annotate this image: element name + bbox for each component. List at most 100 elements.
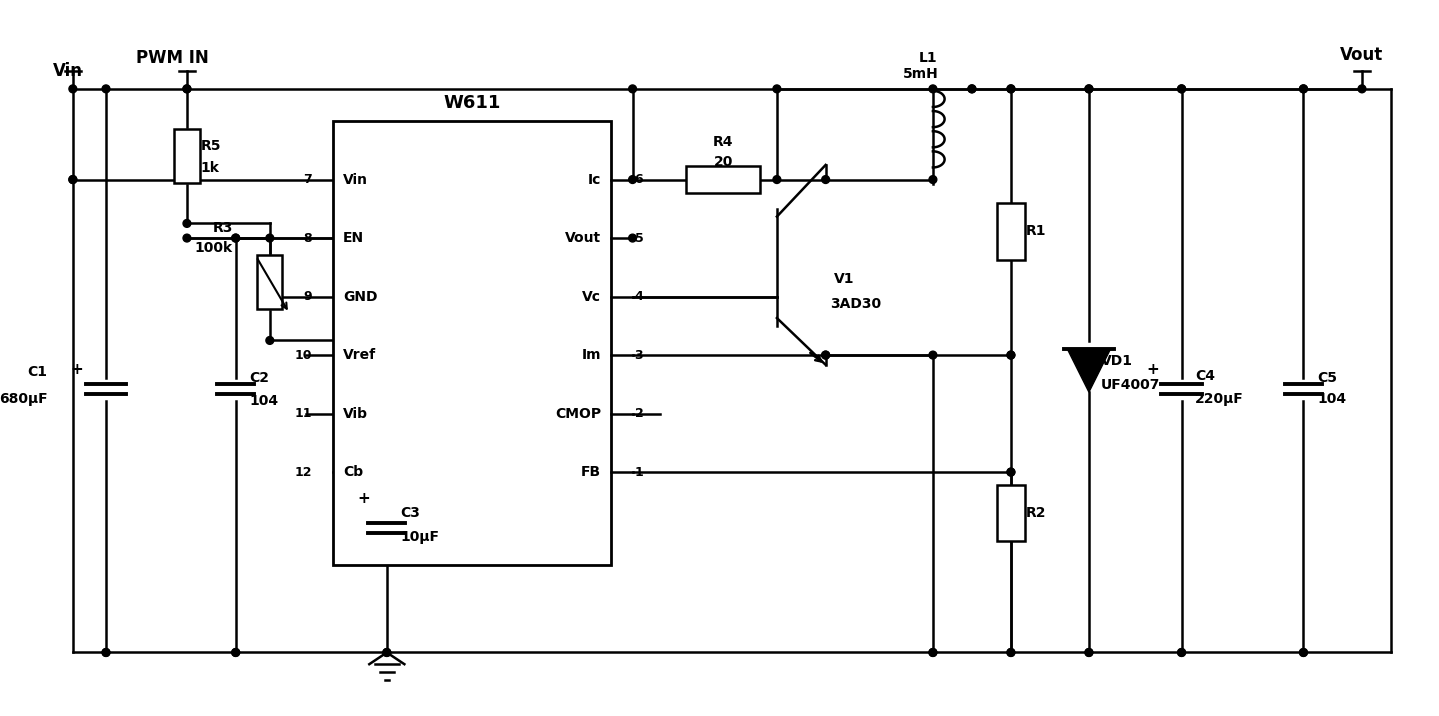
Text: 10μF: 10μF bbox=[400, 531, 439, 544]
Text: 9: 9 bbox=[304, 290, 312, 303]
Circle shape bbox=[629, 175, 636, 183]
Text: 220μF: 220μF bbox=[1196, 392, 1243, 406]
Circle shape bbox=[1177, 85, 1186, 93]
Text: C3: C3 bbox=[400, 506, 420, 520]
Circle shape bbox=[232, 234, 239, 242]
Bar bbox=[997, 485, 1025, 541]
Bar bbox=[174, 129, 200, 183]
Text: 12: 12 bbox=[294, 465, 312, 478]
Text: Vref: Vref bbox=[342, 348, 376, 362]
Circle shape bbox=[183, 85, 191, 93]
Circle shape bbox=[822, 351, 829, 359]
Circle shape bbox=[383, 649, 391, 657]
Circle shape bbox=[1177, 85, 1186, 93]
Text: 1: 1 bbox=[635, 465, 643, 478]
Circle shape bbox=[968, 85, 976, 93]
Circle shape bbox=[1085, 85, 1092, 93]
Circle shape bbox=[629, 85, 636, 93]
Text: 11: 11 bbox=[294, 407, 312, 420]
Circle shape bbox=[822, 175, 829, 183]
Text: Cb: Cb bbox=[342, 465, 363, 479]
Text: EN: EN bbox=[342, 231, 364, 245]
Text: +: + bbox=[357, 491, 370, 506]
Circle shape bbox=[1007, 468, 1014, 476]
Text: R2: R2 bbox=[1026, 506, 1046, 520]
Text: 3AD30: 3AD30 bbox=[830, 297, 882, 311]
Text: Im: Im bbox=[581, 348, 602, 362]
Text: 100k: 100k bbox=[194, 241, 233, 255]
Circle shape bbox=[266, 234, 273, 242]
Circle shape bbox=[1358, 85, 1366, 93]
Circle shape bbox=[102, 649, 109, 657]
Text: C4: C4 bbox=[1196, 369, 1215, 382]
Text: Vout: Vout bbox=[1340, 46, 1383, 64]
Circle shape bbox=[629, 234, 636, 242]
Text: VD1: VD1 bbox=[1101, 354, 1132, 368]
Circle shape bbox=[232, 649, 239, 657]
Bar bbox=[686, 166, 760, 193]
Circle shape bbox=[266, 337, 273, 344]
Text: GND: GND bbox=[342, 289, 377, 304]
Text: 8: 8 bbox=[304, 231, 312, 245]
Text: R5: R5 bbox=[200, 140, 222, 153]
Circle shape bbox=[383, 649, 391, 657]
Circle shape bbox=[930, 85, 937, 93]
Circle shape bbox=[773, 175, 781, 183]
Circle shape bbox=[69, 175, 76, 183]
Text: 680μF: 680μF bbox=[0, 392, 47, 406]
Circle shape bbox=[69, 175, 76, 183]
Text: 20: 20 bbox=[714, 155, 732, 169]
Circle shape bbox=[1299, 649, 1308, 657]
Circle shape bbox=[1007, 649, 1014, 657]
Text: 5: 5 bbox=[635, 231, 643, 245]
Polygon shape bbox=[1068, 349, 1111, 392]
Circle shape bbox=[773, 85, 781, 93]
Text: R4: R4 bbox=[712, 135, 734, 150]
Circle shape bbox=[930, 649, 937, 657]
Circle shape bbox=[1085, 649, 1092, 657]
Circle shape bbox=[1007, 351, 1014, 359]
Circle shape bbox=[1085, 649, 1092, 657]
Text: UF4007: UF4007 bbox=[1101, 378, 1160, 392]
Circle shape bbox=[232, 649, 239, 657]
Circle shape bbox=[1007, 85, 1014, 93]
Bar bbox=[334, 121, 612, 565]
Circle shape bbox=[183, 85, 191, 93]
Text: PWM IN: PWM IN bbox=[135, 49, 209, 67]
Circle shape bbox=[102, 85, 109, 93]
Circle shape bbox=[69, 85, 76, 93]
Circle shape bbox=[1299, 649, 1308, 657]
Circle shape bbox=[930, 649, 937, 657]
Text: L1: L1 bbox=[918, 51, 937, 64]
Text: 3: 3 bbox=[635, 349, 643, 362]
Text: 7: 7 bbox=[304, 173, 312, 186]
Text: Ic: Ic bbox=[589, 173, 602, 187]
Text: 4: 4 bbox=[635, 290, 643, 303]
Text: FB: FB bbox=[581, 465, 602, 479]
Circle shape bbox=[102, 649, 109, 657]
Text: 104: 104 bbox=[249, 394, 279, 408]
Text: Vout: Vout bbox=[566, 231, 602, 245]
Text: C2: C2 bbox=[249, 370, 269, 384]
Text: 5mH: 5mH bbox=[904, 67, 940, 81]
Text: 10: 10 bbox=[294, 349, 312, 362]
Text: 104: 104 bbox=[1317, 392, 1347, 406]
Text: R1: R1 bbox=[1026, 224, 1046, 238]
Circle shape bbox=[183, 220, 191, 228]
Text: +: + bbox=[71, 362, 83, 377]
Circle shape bbox=[1007, 351, 1014, 359]
Bar bbox=[258, 255, 282, 309]
Circle shape bbox=[1085, 85, 1092, 93]
Text: R3: R3 bbox=[213, 221, 233, 236]
Circle shape bbox=[1299, 85, 1308, 93]
Text: C1: C1 bbox=[27, 364, 47, 379]
Text: V1: V1 bbox=[833, 272, 853, 286]
Circle shape bbox=[930, 175, 937, 183]
Circle shape bbox=[1299, 85, 1308, 93]
Circle shape bbox=[232, 234, 239, 242]
Circle shape bbox=[1007, 649, 1014, 657]
Circle shape bbox=[1007, 468, 1014, 476]
Bar bbox=[997, 203, 1025, 259]
Text: Vib: Vib bbox=[342, 407, 368, 420]
Circle shape bbox=[968, 85, 976, 93]
